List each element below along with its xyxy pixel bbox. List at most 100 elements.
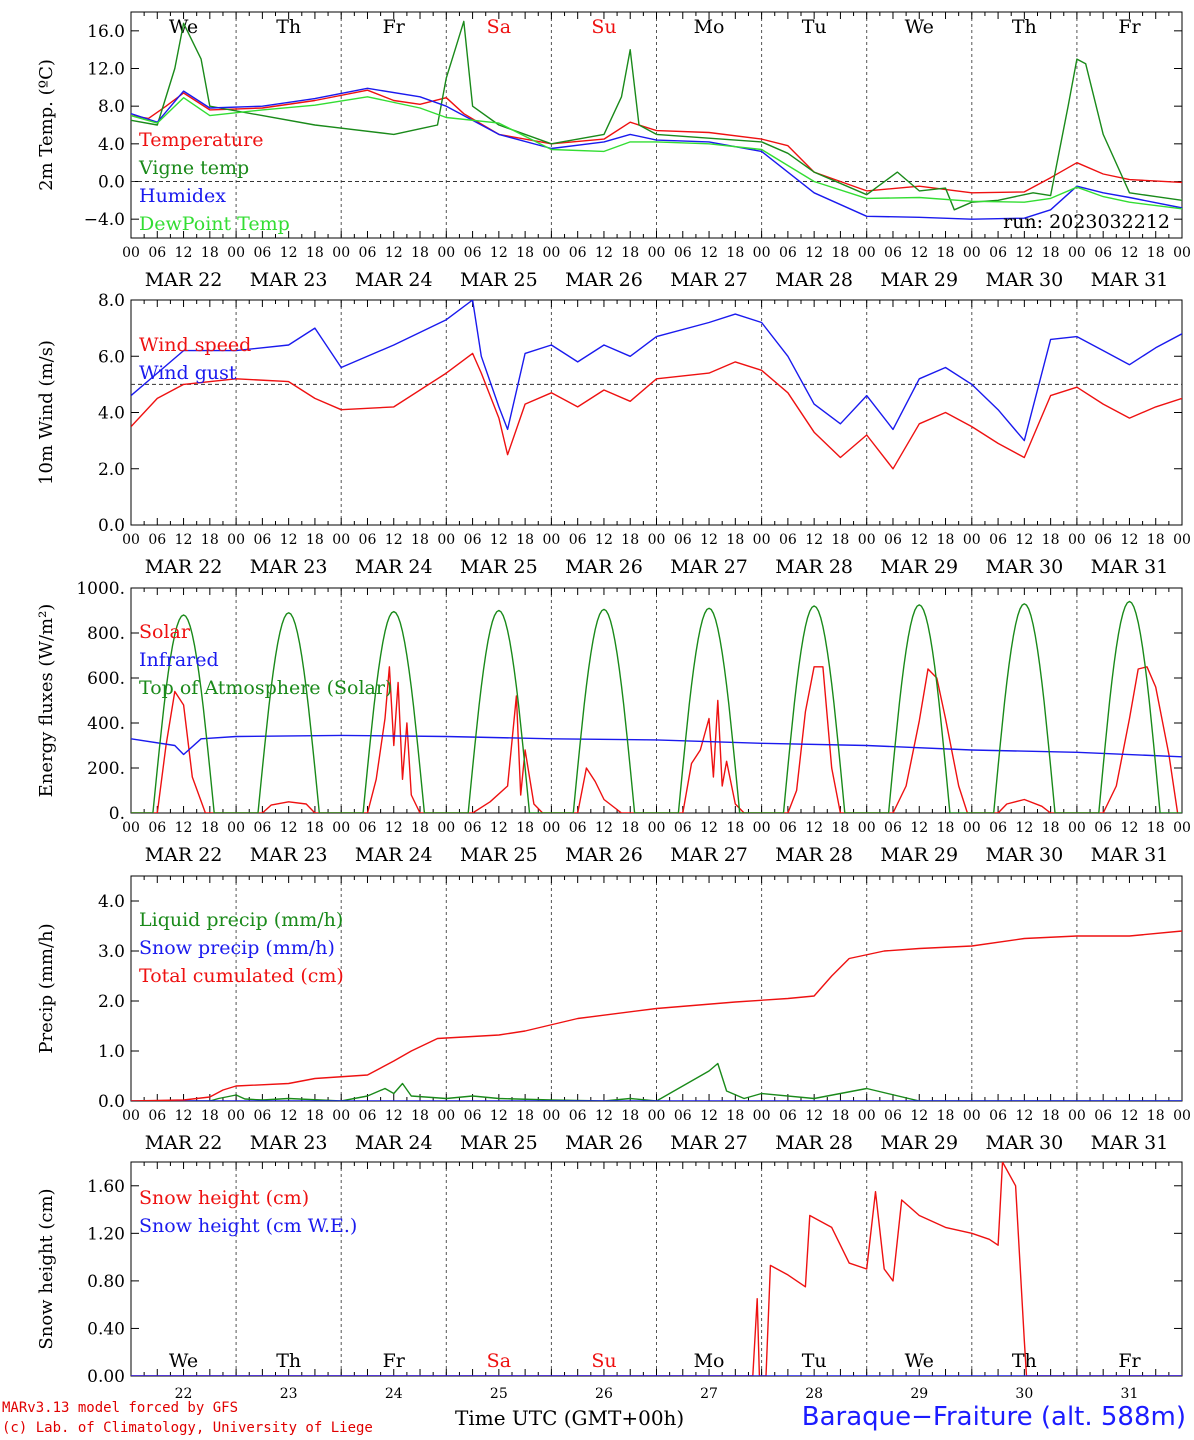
x-hour-label: 18 xyxy=(726,532,744,548)
x-date-label: MAR 27 xyxy=(670,269,748,291)
weekday-label: Th xyxy=(276,1350,301,1372)
x-date-label: MAR 25 xyxy=(460,269,538,291)
x-hour-label: 00 xyxy=(437,820,455,836)
legend-entry: Infrared xyxy=(139,649,219,671)
y-tick-label: 0.0 xyxy=(98,516,125,536)
x-hour-label: 00 xyxy=(1173,245,1191,261)
x-hour-label: 06 xyxy=(569,1108,587,1124)
x-hour-label: 18 xyxy=(726,245,744,261)
x-hour-label: 06 xyxy=(674,1108,692,1124)
x-date-label: MAR 24 xyxy=(355,269,433,291)
x-hour-label: 18 xyxy=(201,820,219,836)
weekday-label: Tu xyxy=(802,1350,827,1372)
x-hour-label: 00 xyxy=(648,1108,666,1124)
x-hour-label: 00 xyxy=(648,532,666,548)
x-hour-label: 12 xyxy=(595,245,613,261)
weekday-label: Sa xyxy=(487,1350,511,1372)
day-number-label: 26 xyxy=(595,1386,613,1402)
x-hour-label: 06 xyxy=(779,245,797,261)
x-hour-label: 18 xyxy=(1147,532,1165,548)
series-line-wind-gust xyxy=(131,300,1182,442)
x-hour-label: 18 xyxy=(411,820,429,836)
x-hour-label: 06 xyxy=(989,1108,1007,1124)
legend-entry: Top of Atmosphere (Solar) xyxy=(139,677,392,699)
weekday-label: Su xyxy=(591,1350,616,1372)
x-hour-label: 12 xyxy=(910,820,928,836)
x-date-label: MAR 26 xyxy=(565,844,643,866)
series-line-top-of-atmosphere-solar- xyxy=(131,600,1182,813)
x-hour-label: 00 xyxy=(122,1108,140,1124)
x-hour-label: 06 xyxy=(253,820,271,836)
y-tick-label: 6.0 xyxy=(98,347,125,367)
x-hour-label: 06 xyxy=(253,1108,271,1124)
x-hour-label: 12 xyxy=(805,532,823,548)
x-hour-label: 18 xyxy=(832,1108,850,1124)
station-title: Baraque−Fraiture (alt. 588m) xyxy=(801,1402,1186,1432)
y-tick-label: 4.0 xyxy=(98,135,125,155)
x-hour-label: 12 xyxy=(1121,532,1139,548)
run-annotation: run: 2023032212 xyxy=(1003,211,1170,233)
x-hour-label: 18 xyxy=(621,245,639,261)
weekday-label: Mo xyxy=(694,1350,725,1372)
series-line-wind-speed xyxy=(131,352,1182,470)
x-hour-label: 12 xyxy=(490,1108,508,1124)
chart-panel-3: 1000. 800. 600. 400. 200. 0. Energy fluxes (W/… xyxy=(36,579,1191,866)
x-date-label: MAR 22 xyxy=(145,844,223,866)
x-hour-label: 06 xyxy=(884,532,902,548)
x-hour-label: 00 xyxy=(227,532,245,548)
day-number-label: 24 xyxy=(385,1386,403,1402)
x-hour-label: 06 xyxy=(1094,1108,1112,1124)
x-date-label: MAR 31 xyxy=(1091,269,1169,291)
x-hour-label: 18 xyxy=(621,820,639,836)
x-hour-label: 18 xyxy=(201,532,219,548)
x-hour-label: 00 xyxy=(332,1108,350,1124)
x-hour-label: 18 xyxy=(832,245,850,261)
x-hour-label: 18 xyxy=(1147,820,1165,836)
legend-entry: Wind speed xyxy=(139,334,251,356)
x-hour-label: 12 xyxy=(490,820,508,836)
x-hour-label: 18 xyxy=(516,820,534,836)
x-date-label: MAR 24 xyxy=(355,1132,433,1154)
y-tick-label: 12.0 xyxy=(87,60,125,80)
x-date-label: MAR 24 xyxy=(355,556,433,578)
x-hour-label: 18 xyxy=(411,1108,429,1124)
y-tick-label: 0.80 xyxy=(87,1272,125,1292)
chart-panel-2: 8.0 6.0 4.0 2.0 0.0 10m Wind (m/s) 00 06 12 18 MAR… xyxy=(36,291,1191,578)
x-hour-label: 06 xyxy=(989,532,1007,548)
x-hour-label: 12 xyxy=(700,820,718,836)
x-hour-label: 06 xyxy=(359,245,377,261)
x-hour-label: 00 xyxy=(437,245,455,261)
x-hour-label: 00 xyxy=(963,1108,981,1124)
y-tick-label: 800. xyxy=(87,624,125,644)
model-credit: MARv3.13 model forced by GFS xyxy=(2,1400,239,1416)
x-hour-label: 18 xyxy=(726,1108,744,1124)
x-hour-label: 00 xyxy=(753,245,771,261)
x-hour-label: 12 xyxy=(700,532,718,548)
y-tick-label: 2.0 xyxy=(98,992,125,1012)
x-hour-label: 18 xyxy=(411,532,429,548)
x-hour-label: 18 xyxy=(516,245,534,261)
x-date-label: MAR 25 xyxy=(460,556,538,578)
weekday-label: Fr xyxy=(383,16,406,38)
x-date-label: MAR 31 xyxy=(1091,1132,1169,1154)
x-date-label: MAR 31 xyxy=(1091,556,1169,578)
x-date-label: MAR 29 xyxy=(880,1132,958,1154)
x-hour-label: 12 xyxy=(595,532,613,548)
x-date-label: MAR 22 xyxy=(145,1132,223,1154)
x-date-label: MAR 26 xyxy=(565,269,643,291)
series-line-vigne-temp xyxy=(131,20,1182,211)
x-date-label: MAR 30 xyxy=(985,269,1063,291)
x-hour-label: 18 xyxy=(306,532,324,548)
x-hour-label: 12 xyxy=(385,1108,403,1124)
x-hour-label: 00 xyxy=(858,532,876,548)
y-tick-label: 0. xyxy=(109,804,125,824)
series-group xyxy=(131,20,1182,220)
y-tick-label: 1.0 xyxy=(98,1042,125,1062)
x-hour-label: 06 xyxy=(464,245,482,261)
x-hour-label: 00 xyxy=(963,532,981,548)
y-tick-label: 0.40 xyxy=(87,1319,125,1339)
x-hour-label: 00 xyxy=(1173,820,1191,836)
weekday-label: We xyxy=(905,16,934,38)
x-date-label: MAR 30 xyxy=(985,1132,1063,1154)
